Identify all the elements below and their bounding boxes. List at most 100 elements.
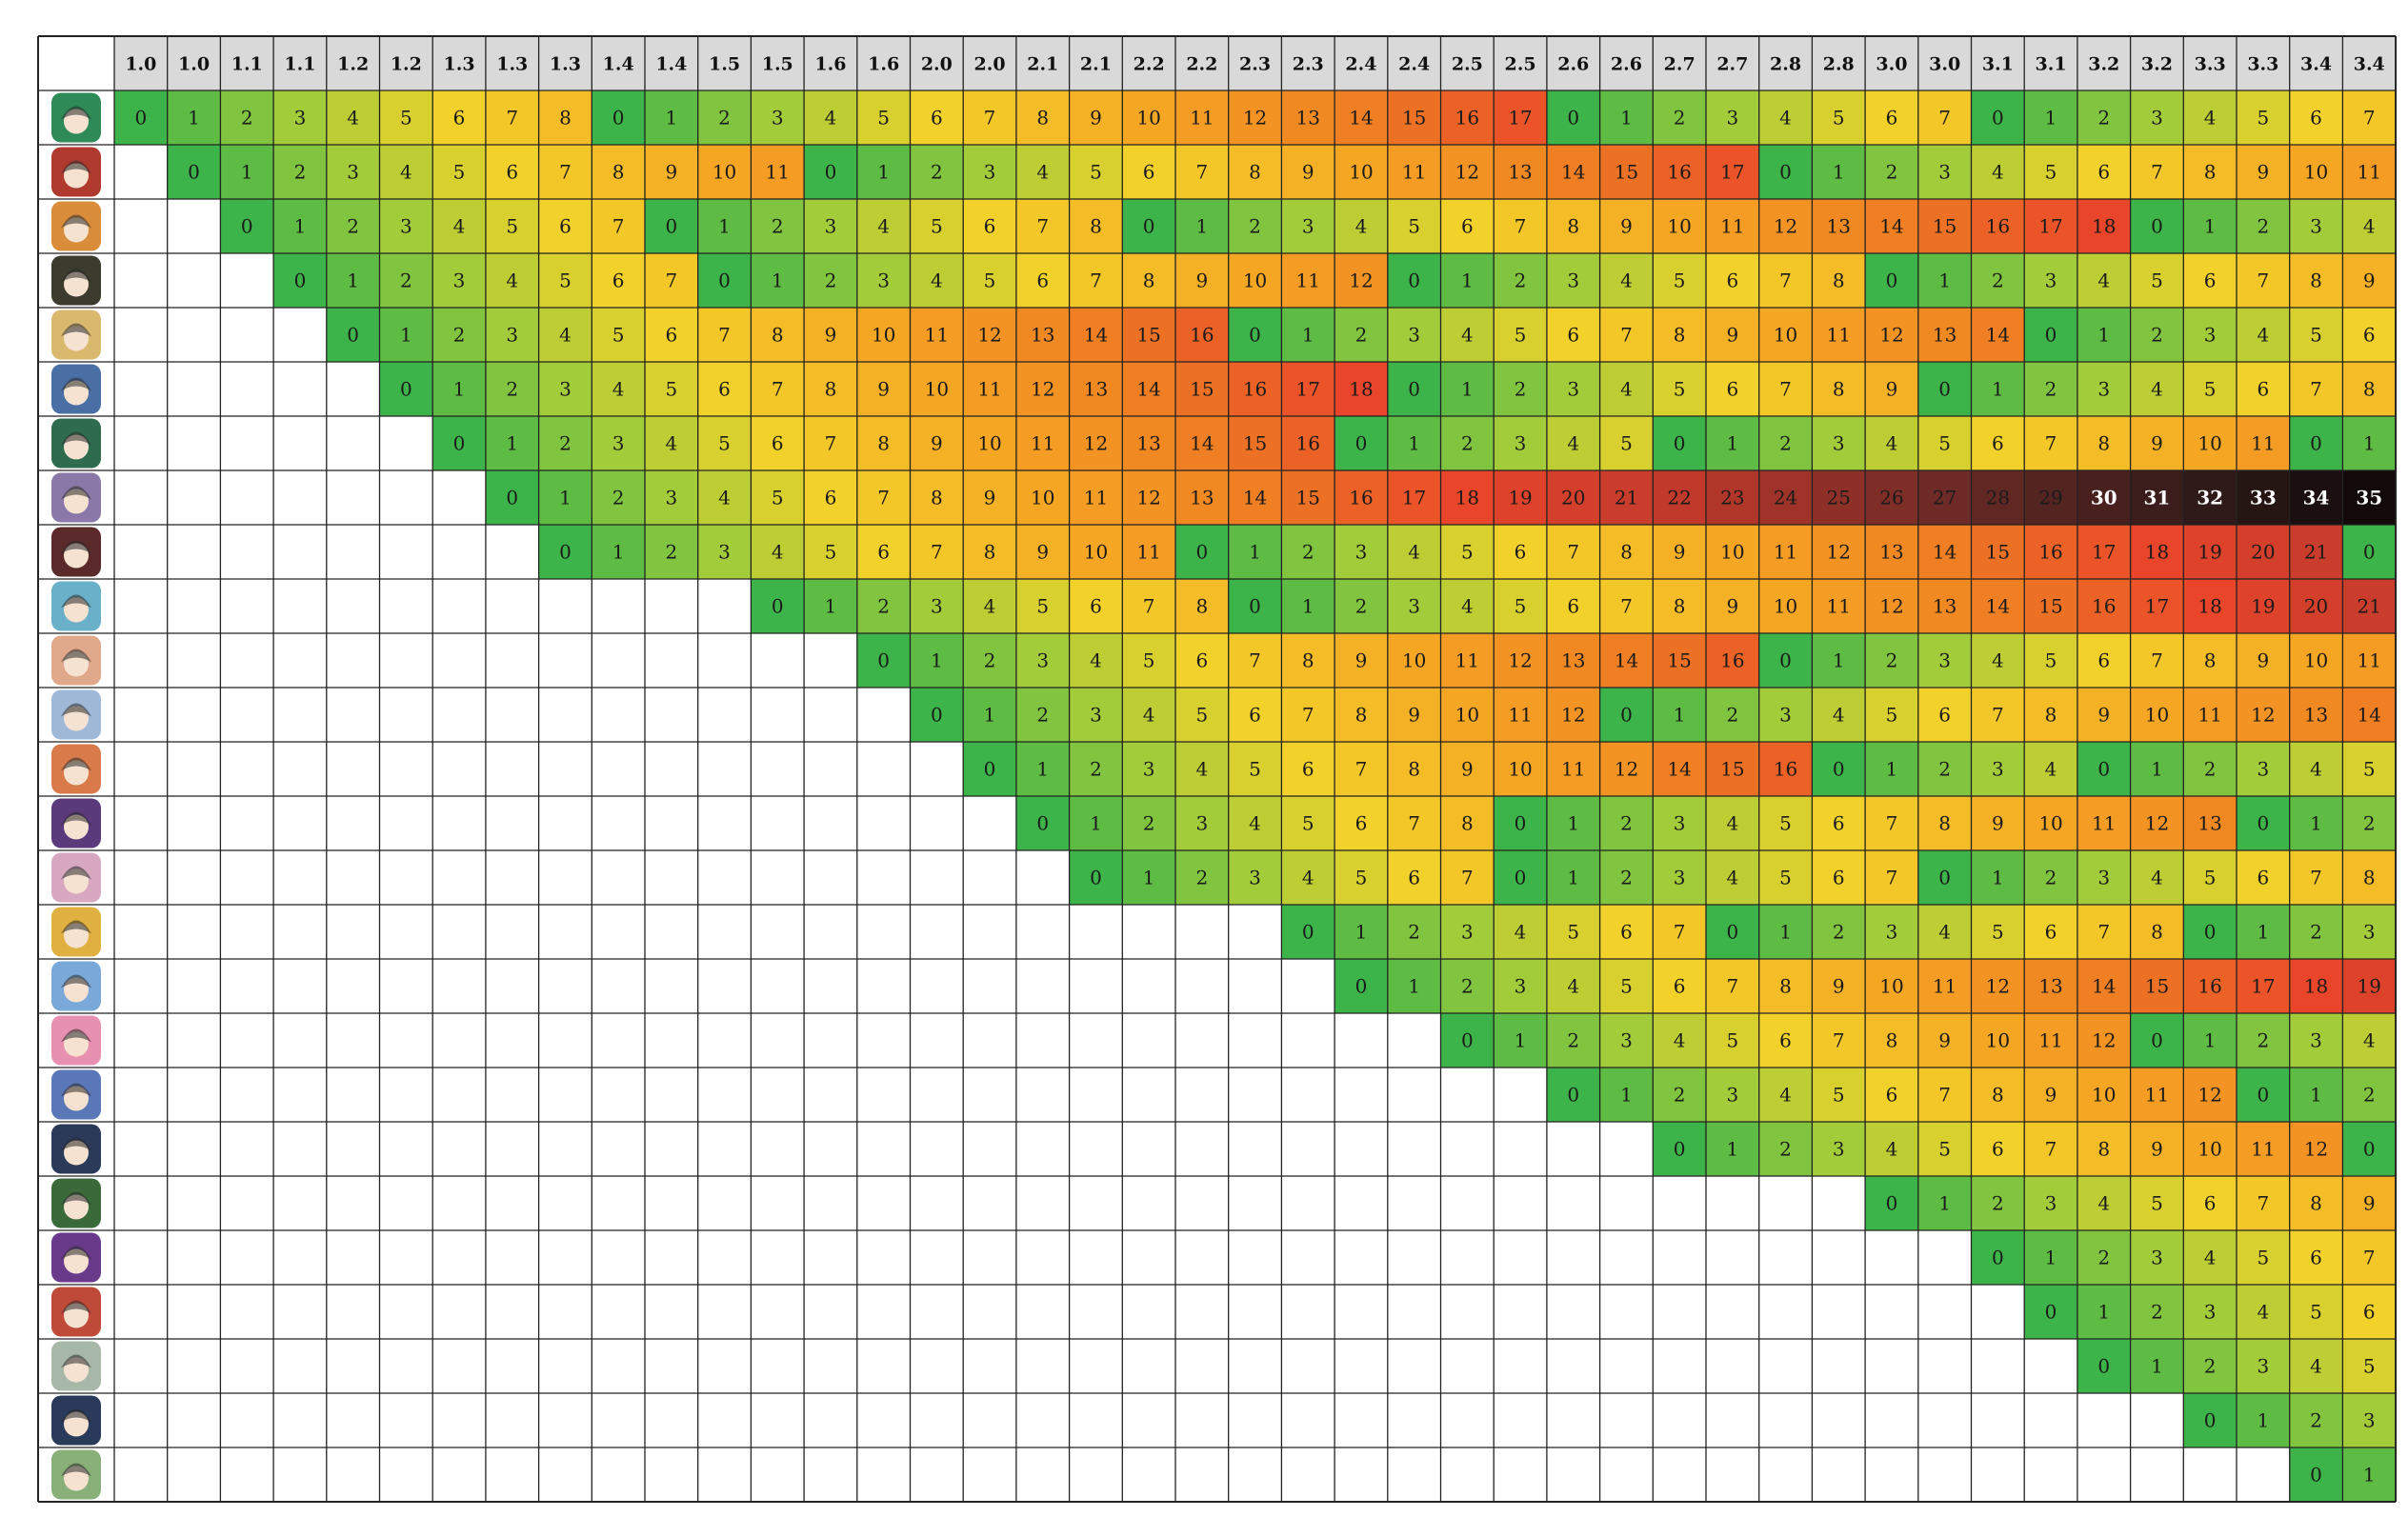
- empty-cell: [273, 1230, 327, 1285]
- heatmap-cell: [1546, 470, 1600, 525]
- column-header-label: 3.4: [2300, 54, 2332, 75]
- cell-value-label: 7: [1779, 378, 1792, 401]
- heatmap-cell: [2289, 1393, 2343, 1447]
- column-header-label: 1.6: [868, 54, 899, 75]
- empty-cell: [804, 633, 857, 688]
- cell-value-label: 3: [1302, 215, 1314, 238]
- column-header-cell: [485, 36, 539, 90]
- empty-cell: [1228, 1122, 1282, 1176]
- heatmap-cell: [1971, 1122, 2025, 1176]
- cell-value-label: 9: [1408, 704, 1420, 727]
- cell-value-label: 12: [1455, 161, 1479, 184]
- cell-value-label: 0: [1090, 867, 1102, 889]
- empty-cell: [379, 1447, 433, 1502]
- empty-cell: [485, 1176, 539, 1230]
- heatmap-cell: [2183, 579, 2237, 633]
- heatmap-cell: [1440, 253, 1495, 308]
- empty-cell: [273, 416, 327, 470]
- empty-cell: [1069, 1393, 1123, 1447]
- cell-value-label: 5: [984, 269, 996, 292]
- cell-value-label: 3: [665, 487, 677, 509]
- cell-value-label: 13: [1933, 595, 1956, 618]
- cell-value-label: 6: [1036, 269, 1049, 292]
- heatmap-cell: [1228, 850, 1282, 905]
- heatmap-cell: [751, 470, 805, 525]
- heatmap-cell: [1917, 905, 1972, 959]
- cell-value-label: 13: [2304, 704, 2328, 727]
- heatmap-cell: [1865, 1068, 1918, 1122]
- cell-value-label: 21: [2358, 595, 2381, 618]
- heatmap-cell: [963, 470, 1016, 525]
- empty-cell: [1387, 1447, 1441, 1502]
- cell-value-label: 7: [1886, 867, 1898, 889]
- cell-value-label: 1: [2151, 758, 2163, 781]
- cell-value-label: 7: [2310, 378, 2322, 401]
- empty-cell: [379, 1230, 433, 1285]
- cell-value-label: 10: [1879, 975, 1903, 998]
- empty-cell: [1917, 1393, 1972, 1447]
- empty-cell: [167, 1339, 221, 1393]
- column-header-label: 3.4: [2354, 54, 2385, 75]
- cell-value-label: 29: [2038, 487, 2062, 509]
- empty-cell: [485, 1339, 539, 1393]
- empty-cell: [1387, 1013, 1441, 1068]
- heatmap-cell: [1865, 1122, 1918, 1176]
- cell-value-label: 6: [984, 215, 996, 238]
- heatmap-cell: [1706, 145, 1759, 199]
- heatmap-cell: [432, 362, 486, 416]
- heatmap-cell: [1440, 90, 1495, 145]
- cell-value-label: 0: [2204, 1409, 2217, 1432]
- column-header-cell: [592, 36, 645, 90]
- cell-value-label: 0: [400, 378, 412, 401]
- heatmap-cell: [1228, 633, 1282, 688]
- cell-value-label: 7: [877, 487, 890, 509]
- cell-value-label: 3: [612, 432, 625, 455]
- cell-value-label: 4: [1938, 921, 1951, 944]
- empty-cell: [1281, 1393, 1335, 1447]
- column-header-label: 3.1: [2036, 54, 2067, 75]
- empty-cell: [1758, 1447, 1813, 1502]
- empty-cell: [220, 1122, 274, 1176]
- column-header-cell: [2024, 36, 2077, 90]
- column-header-label: 1.2: [337, 54, 369, 75]
- empty-cell: [485, 579, 539, 633]
- column-header-cell: [379, 36, 433, 90]
- heatmap-cell: [1758, 1013, 1813, 1068]
- heatmap-cell: [485, 90, 539, 145]
- empty-cell: [326, 525, 380, 579]
- cell-value-label: 4: [1461, 595, 1474, 618]
- empty-cell: [697, 633, 752, 688]
- empty-cell: [1812, 1393, 1866, 1447]
- empty-cell: [432, 959, 486, 1013]
- heatmap-cell: [1334, 308, 1388, 362]
- heatmap-cell: [592, 253, 645, 308]
- heatmap-cell: [2024, 145, 2077, 199]
- empty-cell: [1069, 1068, 1123, 1122]
- heatmap-cell: [1653, 959, 1706, 1013]
- cell-value-label: 2: [2257, 215, 2269, 238]
- cell-value-label: 0: [772, 595, 784, 618]
- cell-value-label: 12: [2251, 704, 2275, 727]
- heatmap-cell: [2237, 688, 2290, 742]
- heatmap-cell: [1812, 362, 1866, 416]
- cell-value-label: 8: [825, 378, 837, 401]
- cell-value-label: 10: [1774, 324, 1797, 347]
- heatmap-cell: [1440, 688, 1495, 742]
- cell-value-label: 6: [1779, 1029, 1792, 1052]
- heatmap-cell: [1917, 959, 1972, 1013]
- cell-value-label: 1: [2151, 1355, 2163, 1378]
- heatmap-cell: [2077, 145, 2131, 199]
- cell-value-label: 10: [1084, 541, 1108, 564]
- cell-value-label: 19: [2197, 541, 2221, 564]
- cell-value-label: 14: [1084, 324, 1108, 347]
- cell-value-label: 5: [2363, 1355, 2376, 1378]
- cell-value-label: 16: [1986, 215, 2010, 238]
- cell-value-label: 6: [1461, 215, 1474, 238]
- cell-value-label: 2: [506, 378, 518, 401]
- heatmap-cell: [2183, 850, 2237, 905]
- cell-value-label: 0: [1938, 378, 1951, 401]
- cell-value-label: 0: [984, 758, 996, 781]
- cell-value-label: 8: [2097, 1138, 2110, 1161]
- heatmap-cell: [2130, 742, 2184, 796]
- column-header-cell: [1599, 36, 1654, 90]
